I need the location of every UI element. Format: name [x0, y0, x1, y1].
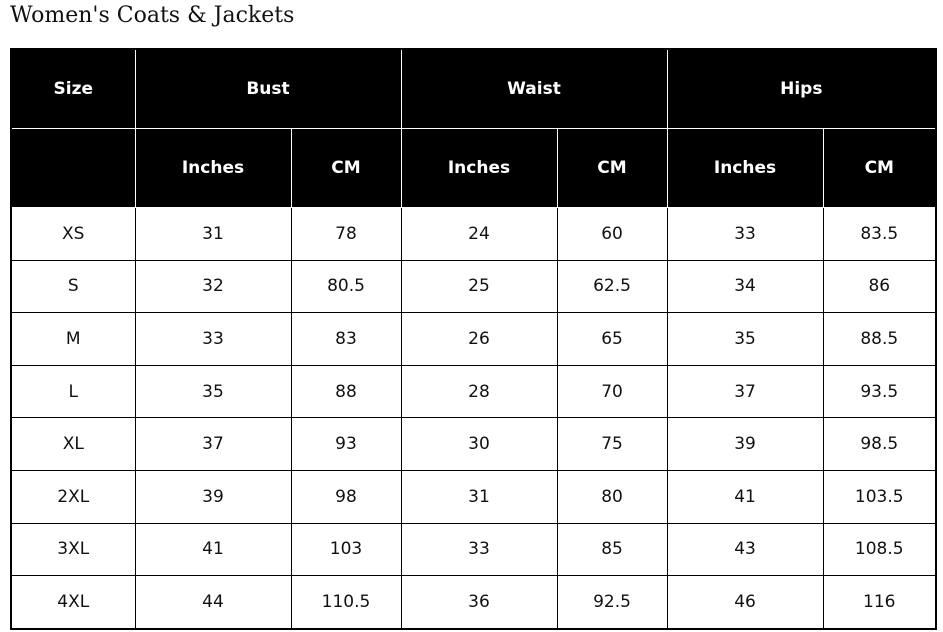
measurement-cell: 37: [666, 364, 824, 419]
measurement-cell: 39: [666, 417, 824, 471]
measurement-cell: 60: [556, 207, 668, 261]
measurement-cell: 34: [666, 259, 824, 314]
measurement-cell: 30: [400, 417, 558, 471]
measurement-cell: 28: [400, 364, 558, 419]
header-unit: CM: [822, 128, 937, 208]
measurement-cell: 83.5: [822, 207, 937, 261]
measurement-cell: 32: [134, 259, 292, 314]
size-cell: M: [10, 312, 136, 366]
measurement-cell: 93.5: [822, 364, 937, 419]
measurement-cell: 88: [290, 364, 402, 419]
size-cell: 4XL: [10, 575, 136, 630]
table-row: 2XL 39 98 31 80 41 103.5: [10, 469, 937, 524]
header-size: Size: [10, 49, 136, 129]
table-row: XS 31 78 24 60 33 83.5: [10, 207, 937, 261]
header-unit: Inches: [134, 128, 292, 208]
table-row: XL 37 93 30 75 39 98.5: [10, 417, 937, 471]
measurement-cell: 75: [556, 417, 668, 471]
measurement-cell: 25: [400, 259, 558, 314]
size-cell: L: [10, 364, 136, 419]
size-cell: S: [10, 259, 136, 314]
measurement-cell: 88.5: [822, 312, 937, 366]
measurement-cell: 103: [290, 522, 402, 577]
measurement-cell: 31: [400, 469, 558, 524]
header-row-groups: Size Bust Waist Hips: [10, 49, 937, 129]
size-chart-table: Size Bust Waist Hips Inches CM Inches CM…: [10, 48, 938, 630]
measurement-cell: 62.5: [556, 259, 668, 314]
measurement-cell: 103.5: [822, 469, 937, 524]
header-waist: Waist: [400, 49, 668, 129]
measurement-cell: 33: [134, 312, 292, 366]
measurement-cell: 70: [556, 364, 668, 419]
measurement-cell: 86: [822, 259, 937, 314]
table-row: 3XL 41 103 33 85 43 108.5: [10, 522, 937, 577]
measurement-cell: 35: [666, 312, 824, 366]
measurement-cell: 78: [290, 207, 402, 261]
measurement-cell: 37: [134, 417, 292, 471]
measurement-cell: 46: [666, 575, 824, 630]
header-empty: [10, 128, 136, 208]
page-title: Women's Coats & Jackets: [10, 3, 295, 28]
measurement-cell: 39: [134, 469, 292, 524]
header-bust: Bust: [134, 49, 402, 129]
measurement-cell: 110.5: [290, 575, 402, 630]
measurement-cell: 116: [822, 575, 937, 630]
measurement-cell: 33: [400, 522, 558, 577]
measurement-cell: 98: [290, 469, 402, 524]
measurement-cell: 85: [556, 522, 668, 577]
measurement-cell: 80.5: [290, 259, 402, 314]
measurement-cell: 33: [666, 207, 824, 261]
measurement-cell: 43: [666, 522, 824, 577]
measurement-cell: 31: [134, 207, 292, 261]
header-unit: CM: [290, 128, 402, 208]
header-unit: Inches: [666, 128, 824, 208]
measurement-cell: 83: [290, 312, 402, 366]
table-row: S 32 80.5 25 62.5 34 86: [10, 259, 937, 314]
measurement-cell: 65: [556, 312, 668, 366]
size-cell: 2XL: [10, 469, 136, 524]
measurement-cell: 80: [556, 469, 668, 524]
measurement-cell: 41: [666, 469, 824, 524]
table-row: 4XL 44 110.5 36 92.5 46 116: [10, 575, 937, 630]
measurement-cell: 93: [290, 417, 402, 471]
measurement-cell: 35: [134, 364, 292, 419]
size-cell: XL: [10, 417, 136, 471]
measurement-cell: 44: [134, 575, 292, 630]
table-row: L 35 88 28 70 37 93.5: [10, 364, 937, 419]
header-unit: Inches: [400, 128, 558, 208]
measurement-cell: 26: [400, 312, 558, 366]
measurement-cell: 98.5: [822, 417, 937, 471]
table-row: M 33 83 26 65 35 88.5: [10, 312, 937, 366]
size-cell: XS: [10, 207, 136, 261]
header-row-units: Inches CM Inches CM Inches CM: [10, 128, 937, 208]
header-hips: Hips: [666, 49, 937, 129]
header-unit: CM: [556, 128, 668, 208]
measurement-cell: 24: [400, 207, 558, 261]
measurement-cell: 41: [134, 522, 292, 577]
size-cell: 3XL: [10, 522, 136, 577]
measurement-cell: 36: [400, 575, 558, 630]
measurement-cell: 92.5: [556, 575, 668, 630]
measurement-cell: 108.5: [822, 522, 937, 577]
